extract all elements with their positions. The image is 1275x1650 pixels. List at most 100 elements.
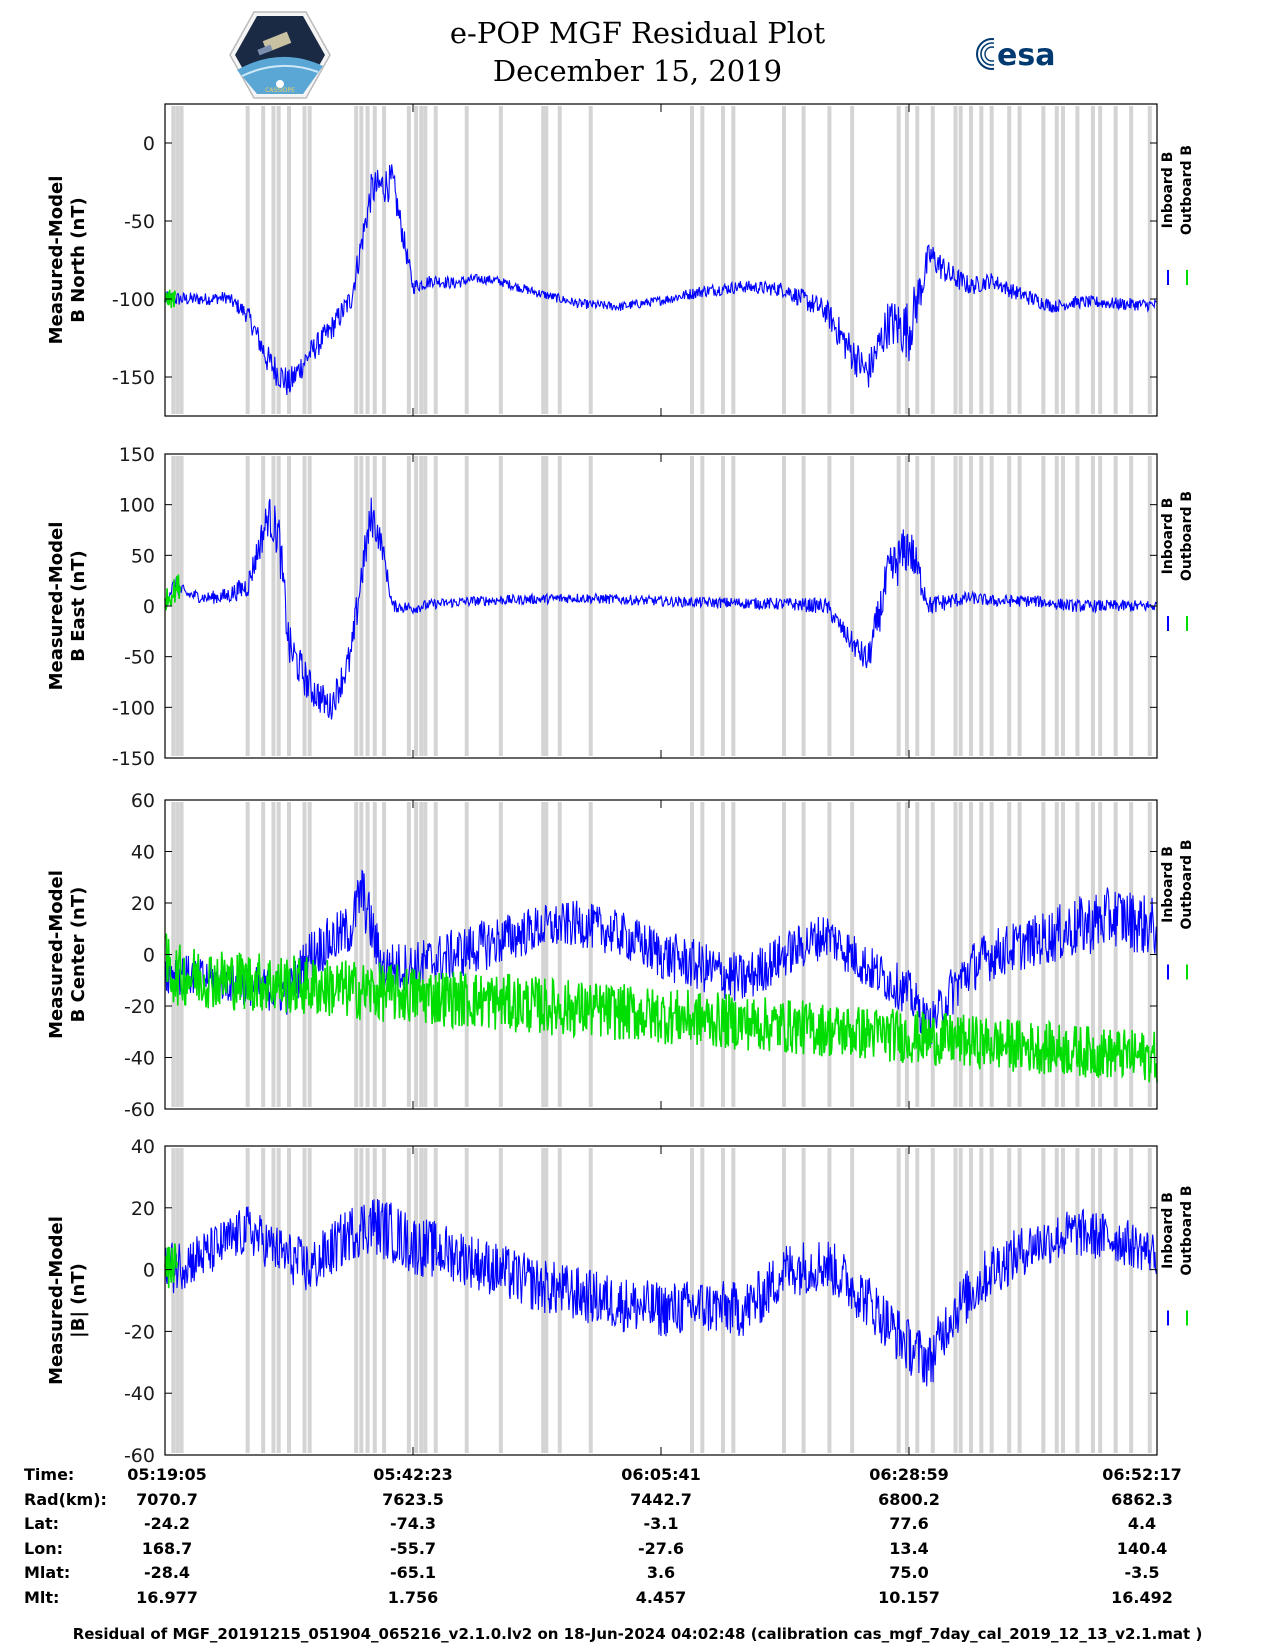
gap-bar <box>1147 456 1152 756</box>
gap-bar <box>731 802 736 1107</box>
gap-bar <box>1054 456 1059 756</box>
gap-bar <box>969 106 973 414</box>
y-tick-label: 60 <box>131 790 155 812</box>
gap-bar <box>359 456 364 756</box>
gap-bar <box>541 106 546 414</box>
gap-bar <box>1147 106 1152 414</box>
gap-bar <box>372 456 377 756</box>
gap-bar <box>175 1148 180 1453</box>
panel-4: 40 20 0 -20 -40 -60 Measured-Model|B| (nT) Inbo… <box>46 1136 1195 1465</box>
gap-bar <box>541 802 546 1107</box>
y-tick-label: 50 <box>131 545 155 567</box>
gap-bar <box>1007 1148 1012 1453</box>
info-cell: 7442.7 <box>630 1489 692 1509</box>
gap-bar <box>365 1148 370 1453</box>
gap-bar <box>419 802 424 1107</box>
gap-bar <box>1129 1148 1134 1453</box>
plot-title: e-POP MGF Residual Plot <box>449 16 826 50</box>
info-cell: -74.3 <box>389 1514 437 1533</box>
gap-bar <box>1129 802 1134 1107</box>
gap-bar <box>953 106 958 414</box>
y-tick-label: 0 <box>143 133 155 155</box>
info-cell: 10.157 <box>878 1587 940 1607</box>
gap-bar <box>1098 802 1103 1107</box>
gap-bar <box>588 802 593 1107</box>
legend-label: Inboard B <box>1160 846 1176 923</box>
gap-bar <box>557 106 562 414</box>
gap-bar <box>896 802 901 1107</box>
gap-bar <box>276 802 281 1107</box>
gap-bar <box>1147 802 1152 1107</box>
gap-bar <box>245 1148 250 1453</box>
y-tick-label: -100 <box>112 289 155 311</box>
gap-bar <box>414 456 419 756</box>
info-cell: 16.492 <box>1111 1587 1173 1607</box>
gap-bar <box>1090 106 1095 414</box>
gap-bar <box>271 456 276 756</box>
gap-bar <box>930 802 935 1107</box>
gap-bar <box>414 106 419 414</box>
gap-bar <box>245 456 250 756</box>
gap-bar <box>588 456 593 756</box>
gap-bar <box>827 1148 832 1453</box>
legend-label: Outboard B <box>1179 1185 1195 1275</box>
gap-bar <box>365 106 370 414</box>
gap-bar <box>721 106 725 414</box>
gap-bar <box>464 106 469 414</box>
gap-bar <box>464 1148 469 1453</box>
legend-label: Inboard B <box>1160 498 1176 575</box>
gap-bar <box>1054 802 1059 1107</box>
gap-bar <box>171 456 176 756</box>
gap-bar <box>1041 802 1046 1107</box>
info-cell: 06:52:17 <box>1102 1465 1182 1484</box>
gap-bar <box>302 106 307 414</box>
info-cell: 13.4 <box>889 1538 929 1558</box>
gap-bar <box>989 106 994 414</box>
gap-bar <box>433 106 438 414</box>
gap-bar <box>287 106 291 414</box>
info-row-label: Mlt: <box>24 1587 60 1607</box>
info-cell: 05:42:23 <box>373 1465 453 1484</box>
series-line-outboard <box>164 933 1158 1083</box>
gap-bar <box>354 106 359 414</box>
info-cell: 168.7 <box>141 1538 193 1558</box>
gap-bar <box>953 456 958 756</box>
gap-bar <box>896 456 901 756</box>
gap-bar <box>261 456 266 756</box>
gap-bar <box>171 802 176 1107</box>
y-axis-label-line: B East (nT) <box>68 550 89 662</box>
gap-bar <box>1007 106 1012 414</box>
gap-bar <box>544 1148 549 1453</box>
gap-bar <box>419 106 424 414</box>
gap-bar <box>904 456 909 756</box>
gap-bar <box>175 802 180 1107</box>
gap-bar <box>1098 1148 1103 1453</box>
gap-bar <box>261 106 266 414</box>
gap-bar <box>359 106 364 414</box>
legend-label: Inboard B <box>1160 1192 1176 1269</box>
gap-bar <box>287 456 291 756</box>
gap-bar <box>1060 802 1065 1107</box>
info-cell: 7070.7 <box>136 1489 198 1509</box>
y-axis-label: Measured-Model|B| (nT) <box>46 1216 89 1385</box>
series-line-outboard <box>164 574 182 611</box>
gap-bar <box>1017 106 1022 414</box>
info-cell: 6800.2 <box>878 1489 940 1509</box>
gap-bar <box>1041 1148 1046 1453</box>
gap-bar <box>179 106 184 414</box>
gap-bar <box>827 802 832 1107</box>
gap-bar <box>171 1148 176 1453</box>
gap-bar <box>1113 1148 1118 1453</box>
gap-bar <box>1090 802 1095 1107</box>
plot-date: December 15, 2019 <box>492 54 783 88</box>
series-line-outboard <box>164 1243 179 1289</box>
gap-bar <box>307 456 312 756</box>
gap-bar <box>365 802 370 1107</box>
gap-bar <box>896 106 901 414</box>
info-cell: 3.6 <box>646 1563 676 1582</box>
gap-bar <box>433 1148 438 1453</box>
y-tick-label: 0 <box>143 1260 155 1282</box>
gap-bar <box>406 802 411 1107</box>
gap-bar <box>498 1148 503 1453</box>
gap-bar <box>979 106 984 414</box>
